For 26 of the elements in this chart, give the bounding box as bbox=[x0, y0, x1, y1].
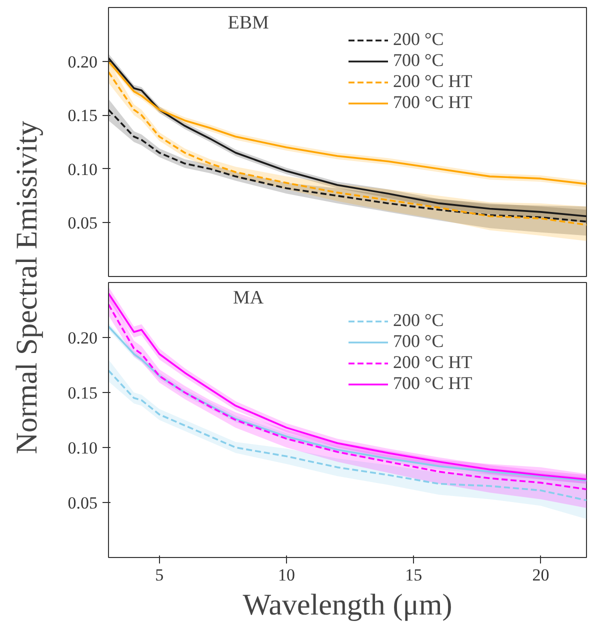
legend-label: 200 °C HT bbox=[393, 71, 472, 92]
y-tick-label: 0.15 bbox=[68, 106, 98, 126]
y-tick-label: 0.20 bbox=[68, 52, 98, 72]
y-tick-label: 0.15 bbox=[68, 384, 98, 402]
legend-label: 700 °C HT bbox=[393, 92, 472, 113]
legend-label: 700 °C bbox=[393, 331, 444, 352]
y-tick-label: 0.10 bbox=[68, 438, 98, 458]
y-tick-label: 0.10 bbox=[68, 160, 98, 179]
x-tick-label: 15 bbox=[405, 566, 422, 584]
legend-label: 200 °C HT bbox=[393, 352, 472, 373]
y-axis-title: Normal Spectral Emissivity bbox=[10, 120, 44, 454]
line-series bbox=[108, 370, 586, 502]
chart-title: MA bbox=[233, 288, 264, 308]
x-tick-label: 20 bbox=[532, 566, 550, 584]
x-axis-title: Wavelength (μm) bbox=[242, 588, 452, 622]
x-tick-label: 10 bbox=[278, 566, 295, 584]
legend-label: 200 °C bbox=[393, 310, 444, 331]
legend-label: 700 °C HT bbox=[393, 373, 472, 394]
y-tick-label: 0.05 bbox=[68, 214, 98, 233]
chart-title: EBM bbox=[228, 12, 270, 34]
legend-label: 700 °C bbox=[393, 50, 444, 71]
line-series bbox=[108, 108, 586, 223]
y-tick-label: 0.05 bbox=[68, 494, 98, 512]
x-tick-label: 5 bbox=[155, 566, 164, 584]
legend-label: 200 °C bbox=[393, 29, 444, 50]
y-tick-label: 0.20 bbox=[68, 328, 98, 348]
